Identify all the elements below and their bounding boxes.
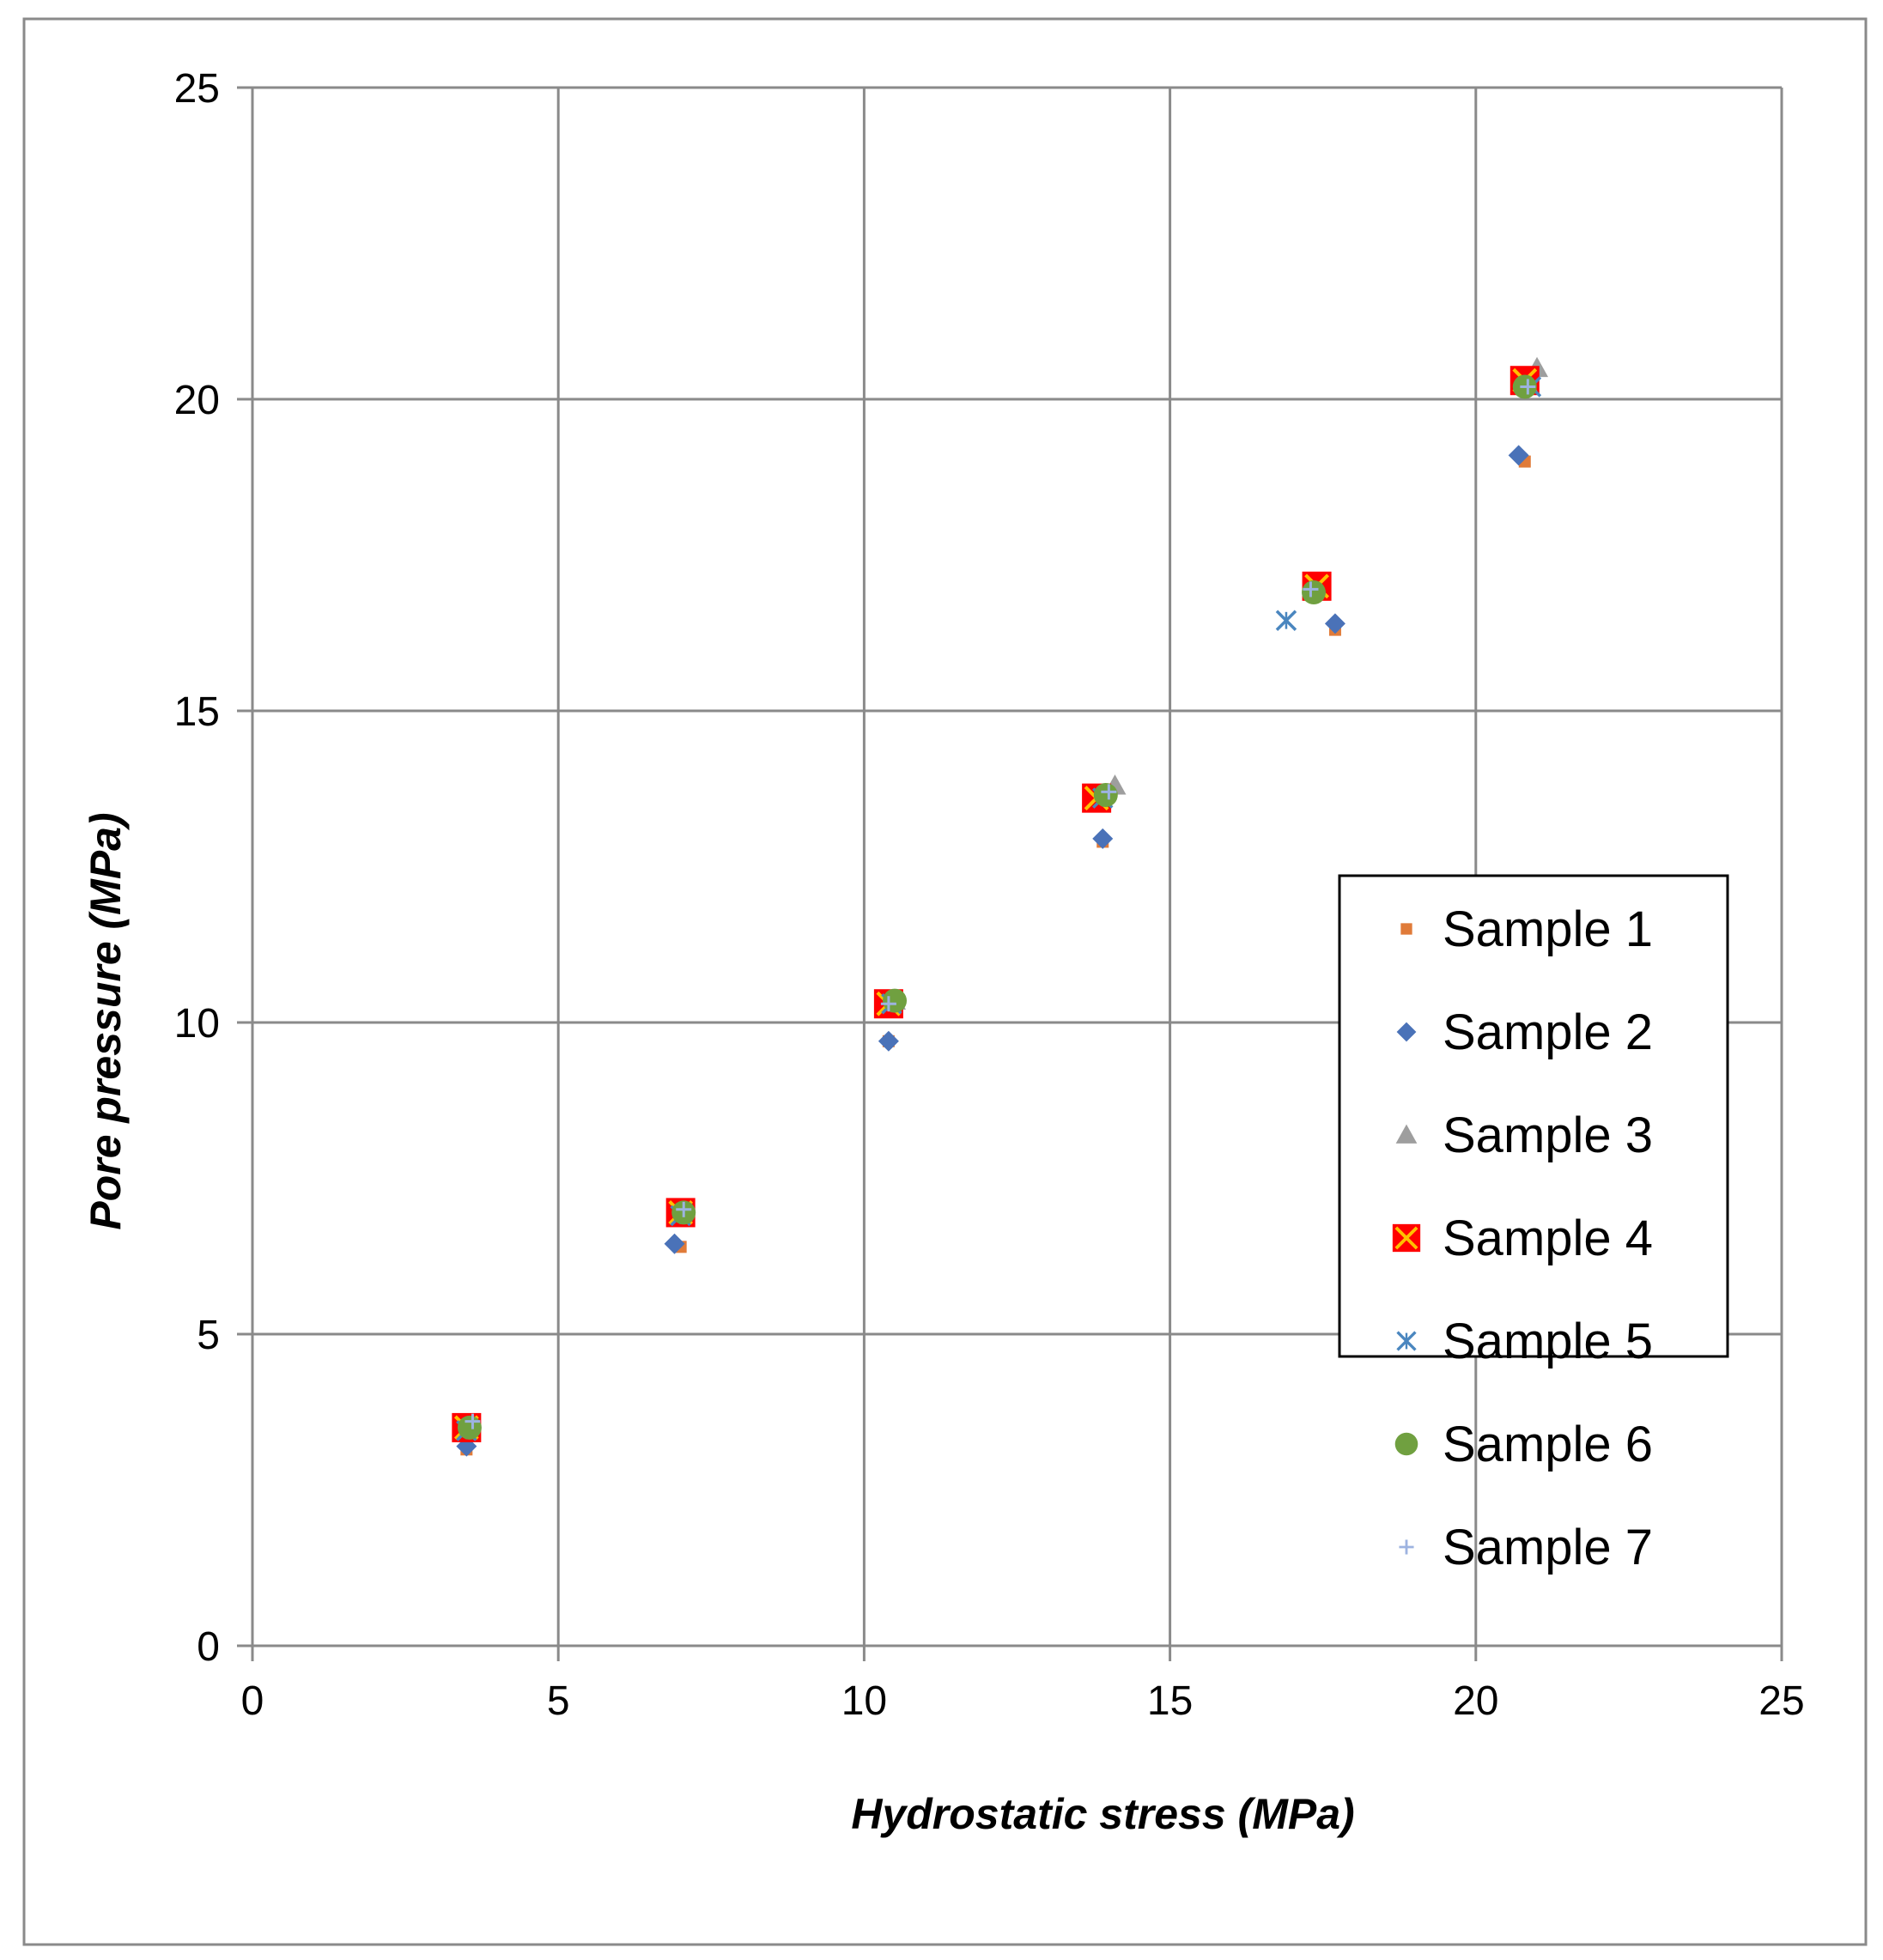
legend-marker	[1396, 1331, 1417, 1351]
legend-marker	[1395, 1124, 1418, 1144]
x-tick-label: 0	[241, 1678, 264, 1724]
gridlines	[237, 86, 1783, 1661]
data-point	[1101, 784, 1117, 800]
data-points	[452, 356, 1549, 1457]
data-point	[1324, 613, 1345, 634]
legend-marker	[1399, 1539, 1414, 1555]
data-point	[1520, 379, 1536, 395]
series-6	[457, 374, 1537, 1440]
x-tick-label: 25	[1758, 1678, 1804, 1724]
x-tick-label: 10	[841, 1678, 887, 1724]
y-tick-label: 15	[174, 689, 220, 735]
legend-label: Sample 3	[1443, 1107, 1653, 1163]
legend-label: Sample 4	[1443, 1211, 1653, 1266]
data-point	[1302, 580, 1327, 605]
series-7	[465, 379, 1536, 1429]
data-point	[457, 1415, 482, 1440]
legend-marker	[1396, 1022, 1417, 1042]
legend-marker	[1392, 1223, 1421, 1253]
legend-label: Sample 5	[1443, 1314, 1653, 1369]
y-tick-label: 5	[197, 1313, 220, 1358]
data-point	[1093, 783, 1118, 808]
x-axis-title: Hydrostatic stress (MPa)	[851, 1790, 1354, 1838]
data-point	[465, 1413, 481, 1429]
data-point	[1508, 445, 1529, 466]
y-tick-label: 25	[174, 66, 220, 112]
legend-label: Sample 7	[1443, 1520, 1653, 1575]
y-tick-label: 10	[174, 1001, 220, 1047]
legend-marker	[1400, 923, 1412, 935]
legend: Sample 1 Sample 2 Sample 3 Sample 4 Sample 5…	[1338, 874, 1729, 1575]
y-axis-title: Pore pressure (MPa)	[82, 812, 130, 1229]
axes: 0 5 10 15 20 25 0 5 10 15 20 25	[174, 66, 1805, 1724]
x-tick-label: 15	[1147, 1678, 1193, 1724]
data-point	[1303, 581, 1319, 598]
legend-box	[1338, 874, 1729, 1358]
x-tick-label: 5	[547, 1678, 570, 1724]
data-point	[880, 996, 896, 1012]
legend-label: Sample 1	[1443, 901, 1653, 957]
data-point	[883, 988, 908, 1013]
y-tick-label: 0	[197, 1624, 220, 1670]
data-point	[676, 1201, 692, 1217]
y-tick-label: 20	[174, 378, 220, 423]
data-point	[1092, 828, 1114, 849]
data-point	[664, 1233, 685, 1254]
data-point	[1275, 610, 1297, 631]
legend-label: Sample 2	[1443, 1004, 1653, 1060]
legend-label: Sample 6	[1443, 1417, 1653, 1472]
data-point	[878, 1030, 899, 1052]
x-tick-label: 20	[1453, 1678, 1498, 1724]
legend-marker	[1394, 1432, 1418, 1456]
